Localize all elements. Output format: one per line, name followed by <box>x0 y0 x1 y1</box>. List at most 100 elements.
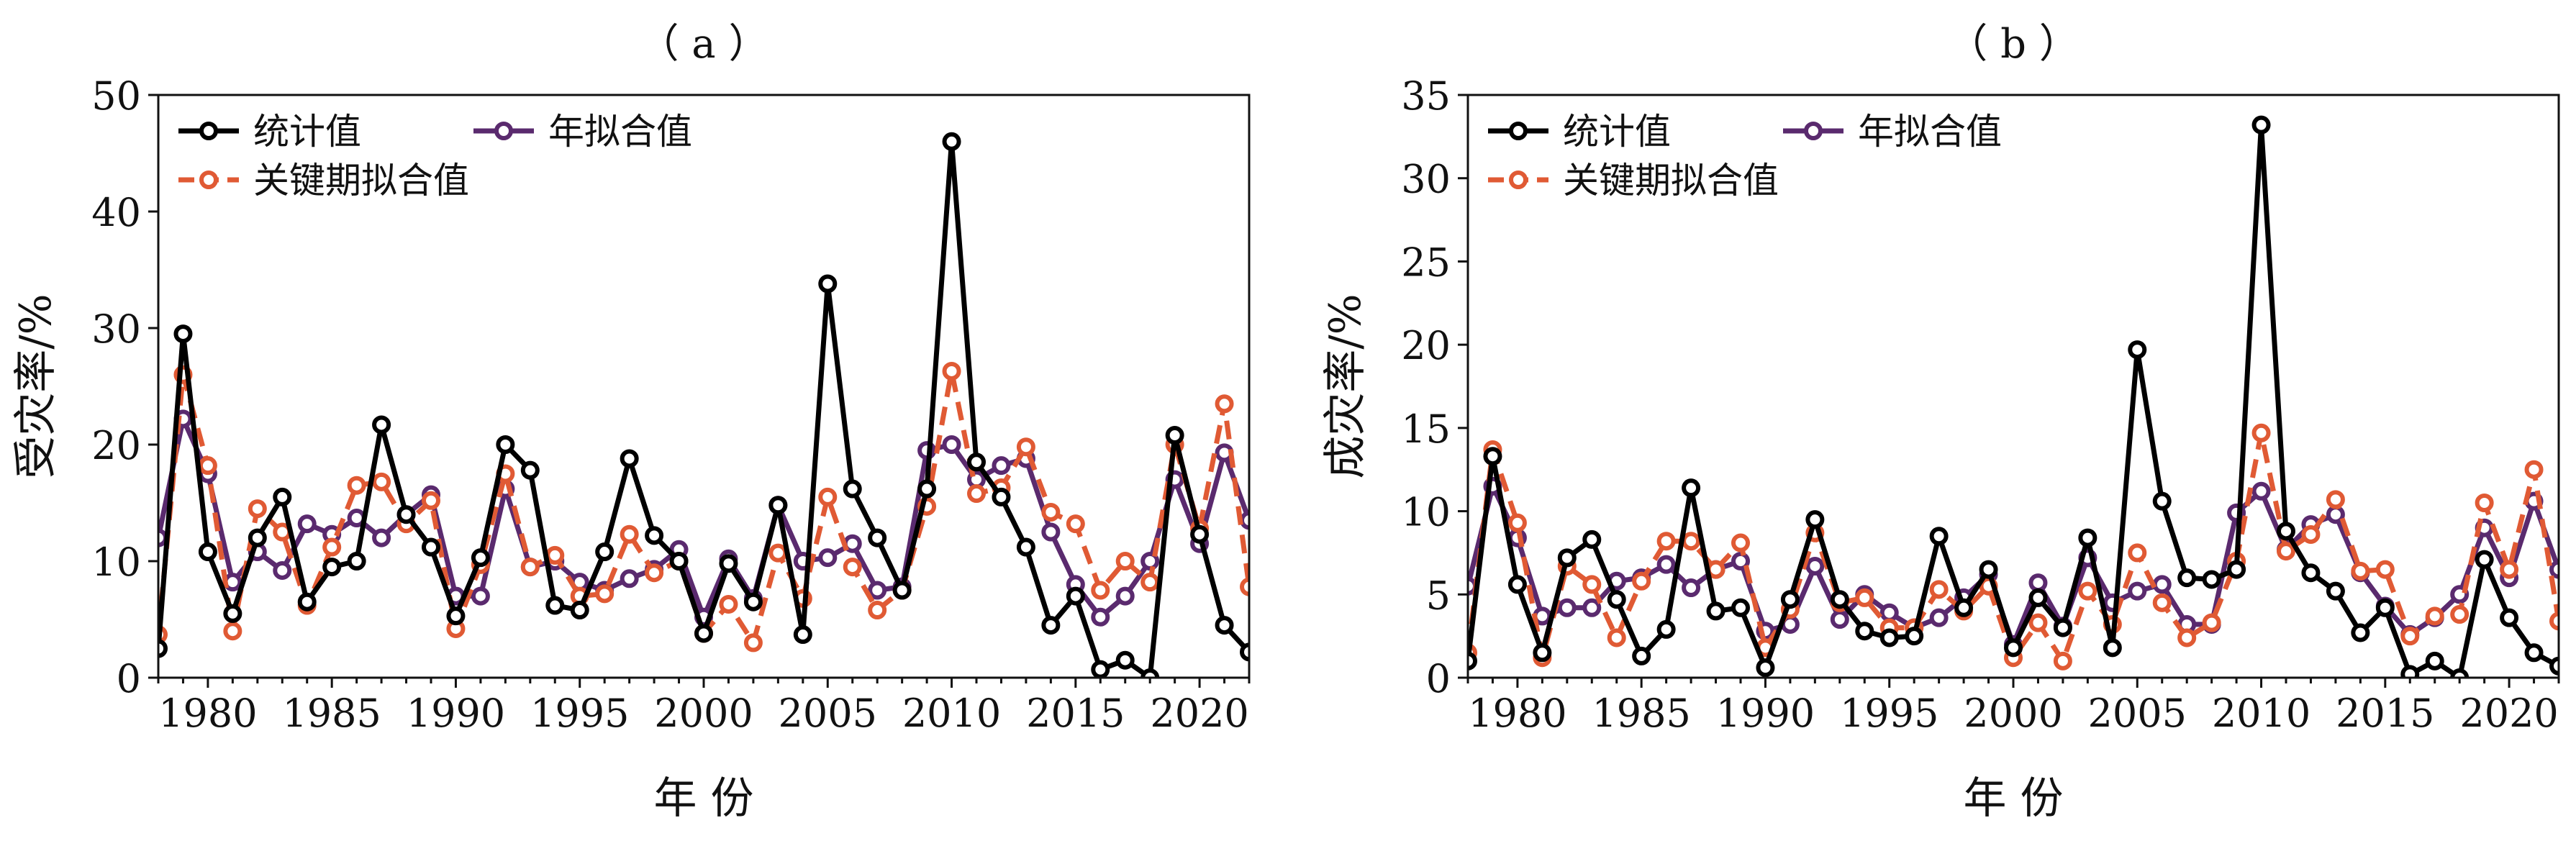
data-point <box>719 554 738 573</box>
data-point <box>917 479 937 499</box>
data-point <box>2152 575 2172 594</box>
legend-label: 关键期拟合值 <box>253 160 469 201</box>
data-point <box>1066 586 1085 606</box>
data-point <box>2277 522 2295 541</box>
data-point <box>1533 643 1552 663</box>
data-point <box>1091 581 1110 600</box>
data-point <box>273 487 292 506</box>
data-point <box>2128 340 2147 360</box>
legend-marker <box>1804 122 1823 140</box>
data-point <box>2277 542 2295 561</box>
data-point <box>1190 524 1210 544</box>
y-tick-label: 10 <box>1401 490 1451 535</box>
data-point <box>520 558 540 577</box>
data-point <box>1066 514 1085 534</box>
series-line-1 <box>1468 430 2559 664</box>
data-point <box>1656 532 1676 551</box>
data-point <box>2400 665 2420 678</box>
data-point <box>2227 560 2246 579</box>
data-point <box>1756 658 1775 678</box>
data-point <box>942 132 961 151</box>
data-point <box>1507 575 1527 594</box>
data-point <box>1905 627 1924 646</box>
data-point <box>297 592 317 612</box>
legend-label: 统计值 <box>1563 111 1671 153</box>
data-point <box>248 499 267 519</box>
data-point <box>2152 593 2172 612</box>
data-point <box>446 606 466 626</box>
data-point <box>2400 627 2420 646</box>
data-point <box>545 545 565 565</box>
data-point <box>1140 668 1160 678</box>
data-point <box>843 558 862 577</box>
data-point <box>2375 560 2395 579</box>
data-point <box>1468 651 1477 670</box>
data-point <box>2425 651 2444 670</box>
data-point <box>892 581 912 600</box>
x-axis-title: 年 份 <box>1963 773 2063 824</box>
y-tick-label: 30 <box>1401 157 1451 202</box>
data-point <box>2524 460 2544 479</box>
x-tick-label: 1980 <box>158 691 257 736</box>
data-point <box>694 624 713 643</box>
data-point <box>1483 447 1502 466</box>
data-point <box>793 625 812 645</box>
data-point <box>1979 560 1998 579</box>
data-point <box>396 505 416 524</box>
data-point <box>1115 552 1135 570</box>
y-tick-label: 10 <box>91 540 141 585</box>
y-tick-label: 35 <box>1401 73 1451 119</box>
data-point <box>198 542 217 562</box>
data-point <box>1016 437 1035 457</box>
data-point <box>620 569 639 588</box>
x-tick-label: 2000 <box>654 691 753 736</box>
data-point <box>273 560 292 580</box>
data-point <box>1582 575 1602 594</box>
y-axis-title: 成灾率/% <box>1320 294 1371 478</box>
data-point <box>1731 552 1750 570</box>
data-point <box>1165 426 1184 445</box>
data-point <box>1115 650 1135 670</box>
data-point <box>347 476 366 495</box>
data-point <box>545 596 565 615</box>
data-point <box>2351 623 2370 642</box>
data-point <box>818 274 838 294</box>
data-point <box>1656 619 1676 639</box>
data-point <box>843 479 862 499</box>
data-point <box>1115 586 1135 606</box>
legend-marker <box>1509 122 1528 140</box>
plot-area <box>158 132 1249 678</box>
data-point <box>1582 529 1602 549</box>
data-point <box>2202 613 2221 632</box>
data-point <box>422 537 440 557</box>
data-point <box>1929 608 1949 627</box>
data-point <box>1582 598 1602 617</box>
data-point <box>1607 590 1626 609</box>
x-tick-label: 1985 <box>282 691 381 736</box>
data-point <box>1830 590 1849 609</box>
data-point <box>868 601 887 620</box>
x-tick-label: 2010 <box>2212 691 2310 736</box>
legend-label: 年拟合值 <box>548 111 692 153</box>
data-point <box>818 548 838 568</box>
data-point <box>2078 581 2097 601</box>
data-point <box>1557 598 1577 617</box>
data-point <box>1805 556 1825 576</box>
series-line-2 <box>158 416 1249 620</box>
x-tick-label: 2015 <box>1026 691 1125 736</box>
legend-marker <box>199 122 218 140</box>
data-point <box>1607 628 1626 647</box>
data-point <box>1140 573 1160 592</box>
data-point <box>2524 643 2544 663</box>
data-point <box>1016 537 1035 557</box>
y-tick-label: 20 <box>1401 323 1451 368</box>
data-point <box>198 456 217 476</box>
y-tick-label: 50 <box>91 73 141 119</box>
data-point <box>967 484 986 504</box>
x-tick-label: 1995 <box>530 691 629 736</box>
data-point <box>1091 660 1110 678</box>
data-point <box>2028 613 2048 632</box>
panel-label: （ b ） <box>1947 21 2079 68</box>
data-point <box>223 604 242 623</box>
